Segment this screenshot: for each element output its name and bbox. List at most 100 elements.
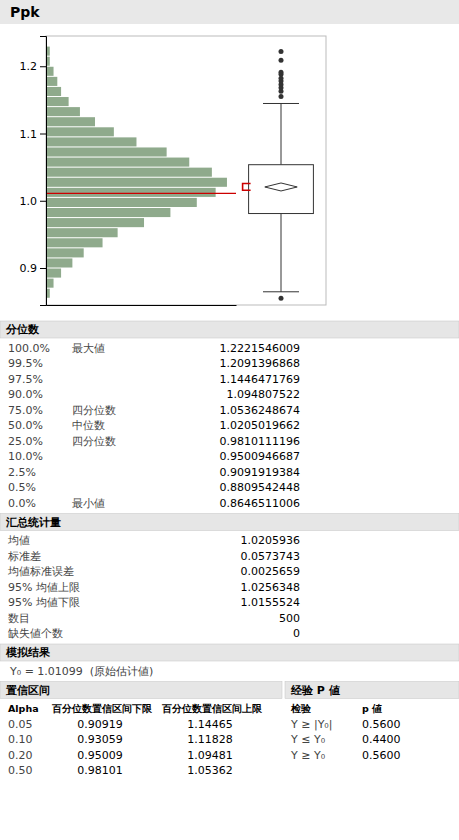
box-plot xyxy=(243,49,314,301)
table-cell: 0.4400 xyxy=(362,733,401,746)
table-cell: 最小値 xyxy=(72,497,105,510)
table-cell: 50.0% xyxy=(8,419,43,432)
histogram-bar xyxy=(46,269,61,278)
table-cell: 1.2221546009 xyxy=(220,342,300,355)
section-title: 分位数 xyxy=(5,323,40,336)
histogram-bar xyxy=(46,67,54,76)
histogram-bar xyxy=(46,97,69,106)
table-cell: 1.2091396868 xyxy=(220,357,300,370)
column-header: Alpha xyxy=(8,703,39,714)
outlier xyxy=(279,296,284,301)
table-cell: 0.0025659 xyxy=(241,565,301,578)
table-cell: 0.0573743 xyxy=(241,550,301,563)
y-tick: 0.9 xyxy=(20,262,47,275)
table-cell: 标准差 xyxy=(7,550,41,563)
table-cell: 0.10 xyxy=(8,733,33,746)
table-cell: 0.5600 xyxy=(362,718,401,731)
table-cell: 0.9500946687 xyxy=(220,450,300,463)
reference-line xyxy=(46,193,236,194)
y-tick: 1.1 xyxy=(20,128,47,141)
section-title: 置信区间 xyxy=(5,684,50,697)
section-header xyxy=(0,321,459,338)
table-cell: 25.0% xyxy=(8,435,43,448)
table-cell: 四分位数 xyxy=(72,404,116,417)
table-cell: 最大値 xyxy=(72,342,105,355)
y-tick-mark xyxy=(40,66,46,67)
table-cell: 1.0205019662 xyxy=(220,419,300,432)
table-cell: 数目 xyxy=(8,612,30,625)
table-cell: 0.5% xyxy=(8,481,36,494)
histogram-bar xyxy=(46,147,167,156)
y-axis-line xyxy=(40,37,47,306)
title-bar xyxy=(0,0,459,24)
histogram-bar xyxy=(46,258,72,267)
table-cell: 1.1446471769 xyxy=(220,373,300,386)
median-diamond xyxy=(265,183,297,191)
plot-frame xyxy=(46,36,326,305)
whisker-cap-low xyxy=(263,291,299,292)
table-cell: 95% 均値下限 xyxy=(8,596,80,609)
y-axis: 0.9 1.0 1.1 1.2 xyxy=(20,37,47,306)
histogram-bar xyxy=(46,137,136,146)
table-cell: 0 xyxy=(293,627,300,640)
table-cell: 缺失値个数 xyxy=(8,627,63,640)
table-cell: 均値 xyxy=(7,534,30,547)
table-cell: 均値标准误差 xyxy=(7,565,74,578)
iqr-box xyxy=(249,165,314,214)
section-header xyxy=(0,514,459,531)
outlier xyxy=(279,58,284,63)
histogram-bar xyxy=(46,228,118,237)
histogram-bar xyxy=(46,218,144,227)
histogram-bar xyxy=(46,107,80,116)
table-cell: Y ≥ |Y₀| xyxy=(290,718,332,731)
histogram-bar xyxy=(46,127,114,136)
table-cell: Y₀ = 1.01099 (原始估计値) xyxy=(9,665,153,678)
table-cell: 2.5% xyxy=(8,466,36,479)
histogram-bar xyxy=(46,208,170,217)
table-cell: 0.50 xyxy=(8,764,33,777)
table-cell: 1.0205936 xyxy=(241,534,301,547)
histogram-bar xyxy=(46,158,189,167)
table-cell: Y ≥ Y₀ xyxy=(290,749,326,762)
table-cell: 1.09481 xyxy=(187,749,233,762)
chart-title: Ppk xyxy=(10,4,40,20)
plot-background xyxy=(46,36,326,305)
x-axis xyxy=(47,305,237,306)
table-cell: 0.8809542448 xyxy=(220,481,300,494)
table-cell: 0.8646511006 xyxy=(220,497,300,510)
x-axis-line xyxy=(47,305,237,306)
table-cell: 100.0% xyxy=(8,342,50,355)
table-cell: 1.0155524 xyxy=(241,596,301,609)
histogram-bar xyxy=(46,168,212,177)
table-cell: 1.094807522 xyxy=(227,388,300,401)
y-tick-label: 1.1 xyxy=(20,128,38,141)
histogram-bar xyxy=(46,238,103,247)
histogram-bar xyxy=(46,188,216,197)
histogram-bar xyxy=(46,87,61,96)
histogram-bar xyxy=(46,117,95,126)
histogram-bars xyxy=(46,47,227,298)
y-tick: 1.0 xyxy=(20,195,47,208)
column-header: 百分位数置信区间上限 xyxy=(161,703,263,714)
table-cell: 500 xyxy=(279,612,300,625)
table-cell: 97.5% xyxy=(8,373,43,386)
outlier xyxy=(279,70,284,75)
column-header: 百分位数置信区间下限 xyxy=(51,703,153,714)
section-header xyxy=(285,682,459,699)
table-cell: 0.90919 xyxy=(77,718,123,731)
histogram-bar xyxy=(46,178,227,187)
whisker-low xyxy=(281,214,282,292)
y-tick-label: 0.9 xyxy=(20,262,38,275)
outlier xyxy=(279,94,284,99)
plot-marks xyxy=(46,47,313,301)
table-cell: 0.95009 xyxy=(77,749,123,762)
table-cell: 0.0% xyxy=(8,497,36,510)
table-cell: 75.0% xyxy=(8,404,43,417)
y-tick: 1.2 xyxy=(20,60,47,73)
table-cell: 95% 均値上限 xyxy=(8,581,80,594)
table-cell: 0.93059 xyxy=(77,733,123,746)
table-cell: Y ≤ Y₀ xyxy=(290,733,326,746)
table-cell: 0.5600 xyxy=(362,749,401,762)
section-title: 模拟结果 xyxy=(5,646,51,659)
ci-bracket xyxy=(243,184,251,191)
